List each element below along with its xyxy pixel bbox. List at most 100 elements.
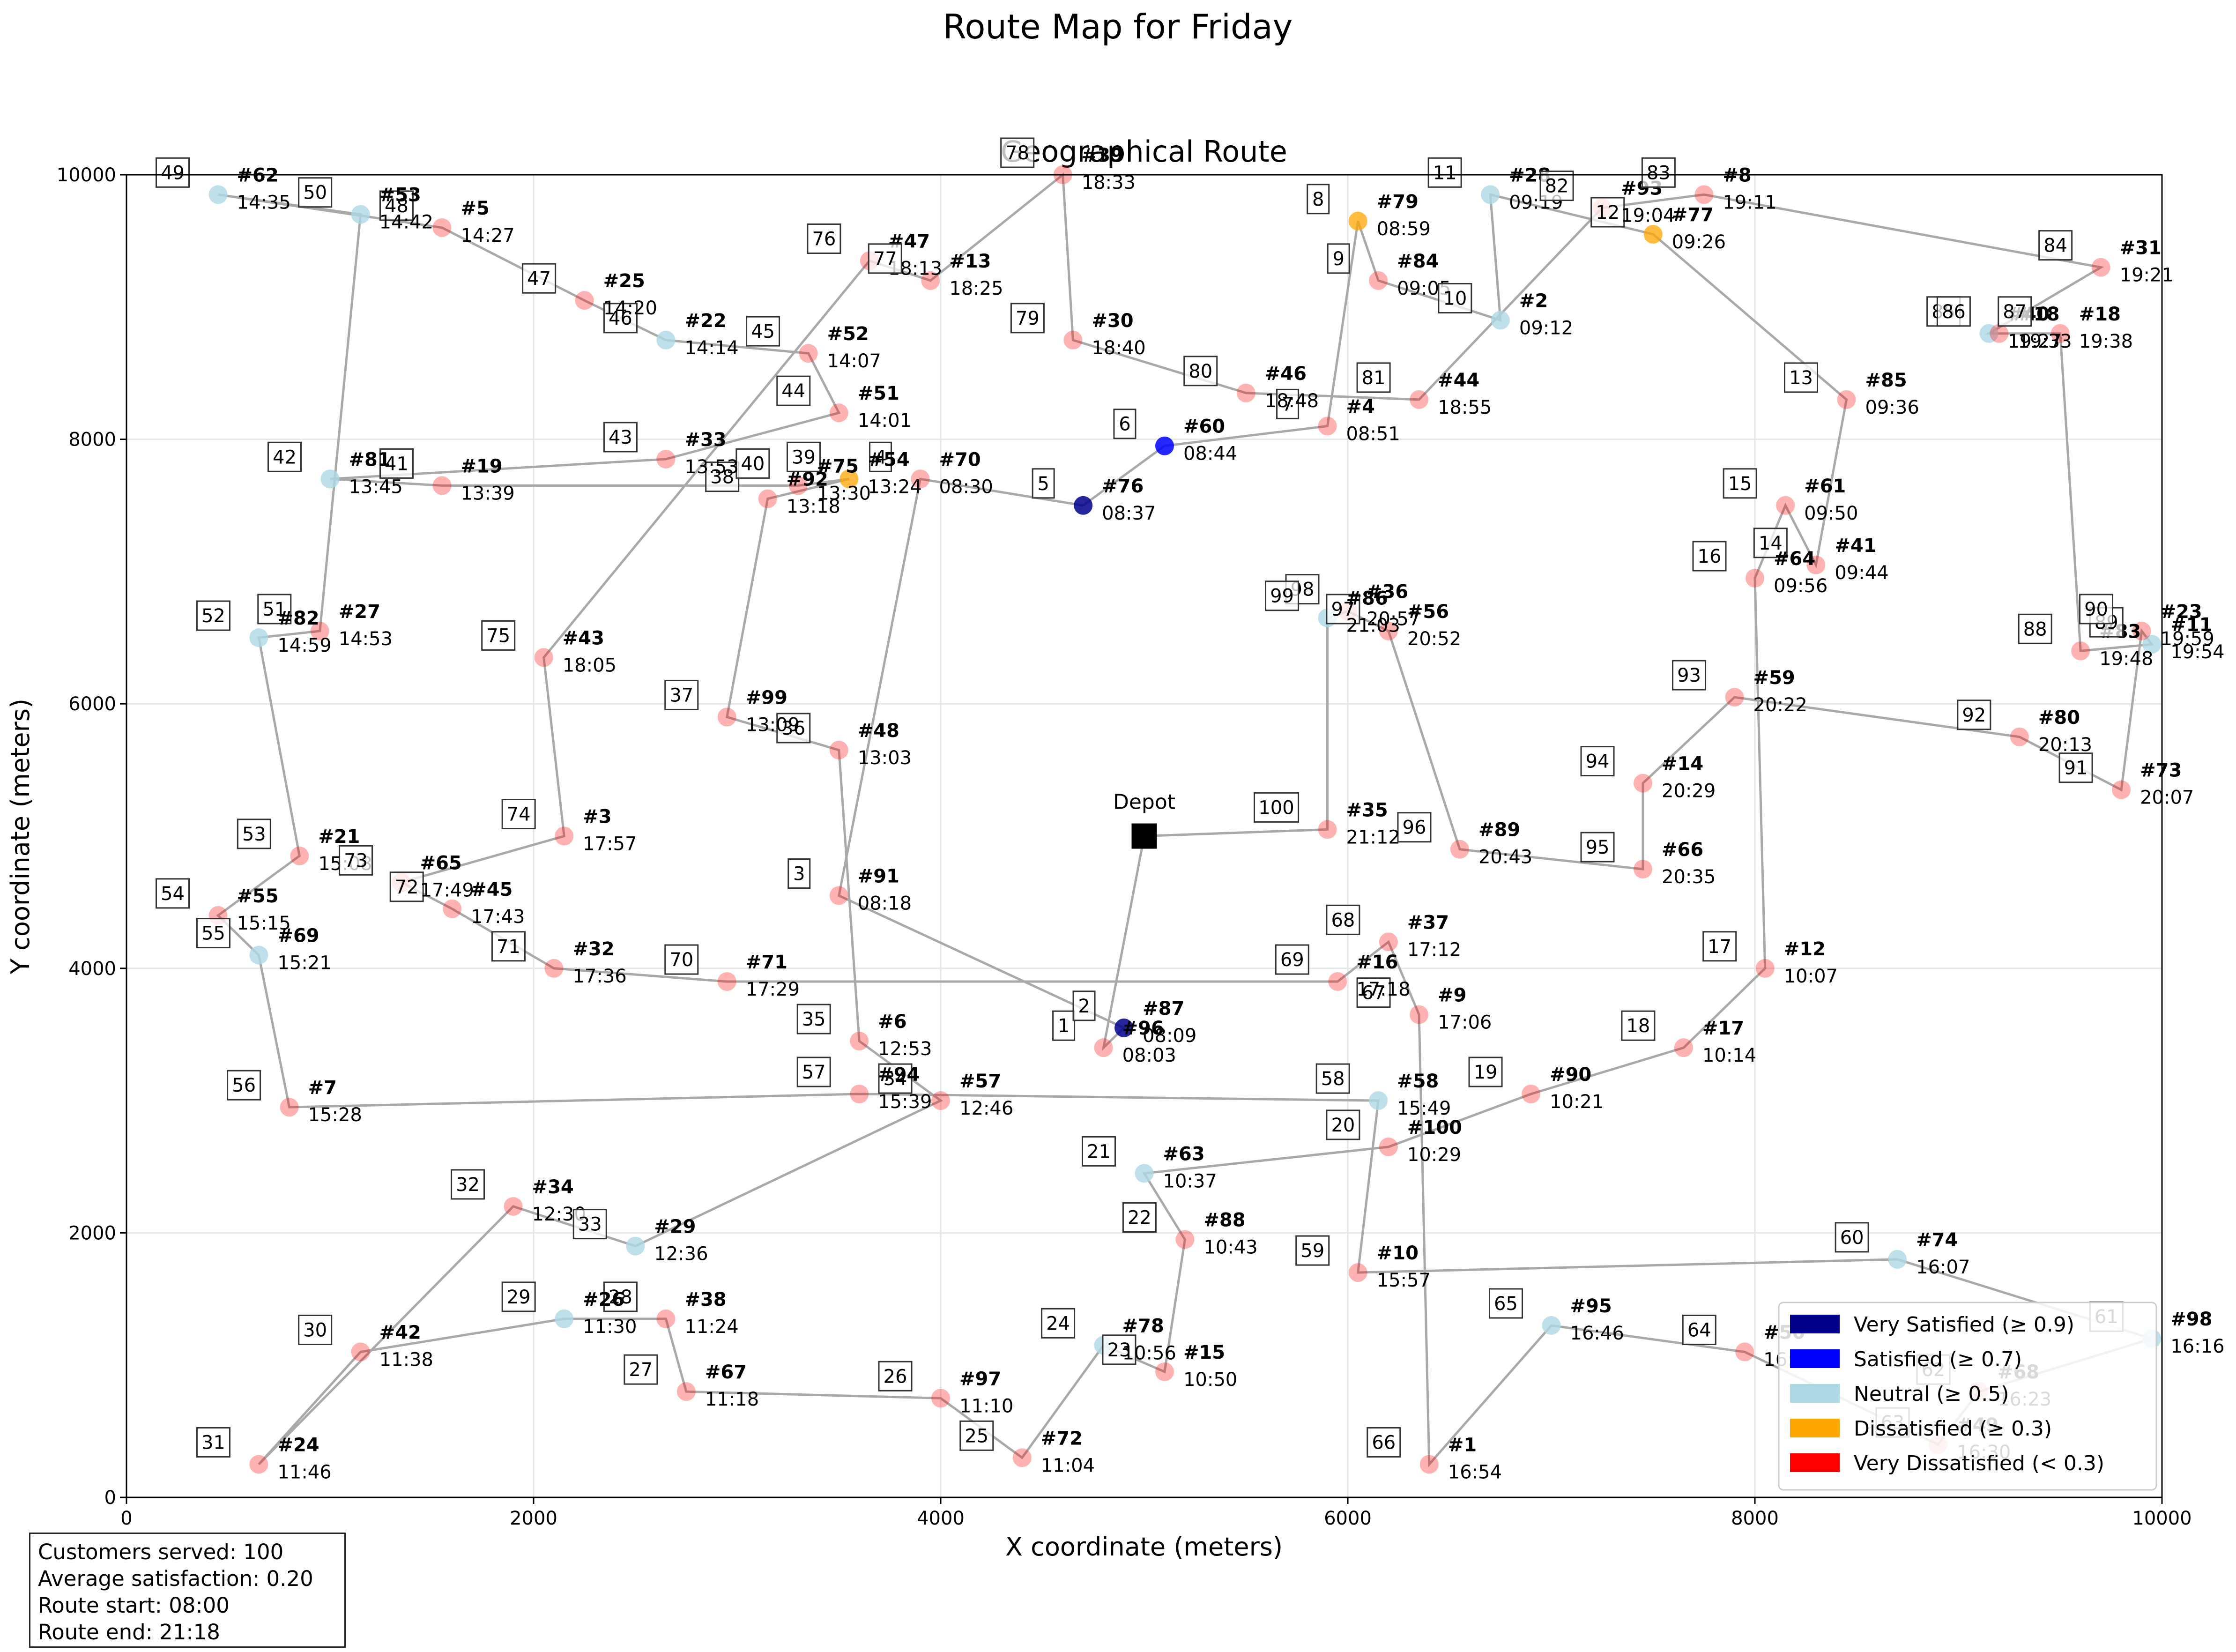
stop-sequence-box xyxy=(298,177,333,208)
customer-point-41 xyxy=(432,476,452,495)
stop-sequence-label: 59 xyxy=(1300,1240,1324,1262)
legend-swatch xyxy=(1790,1453,1840,1472)
arrival-time-label: 15:49 xyxy=(1397,1098,1451,1119)
stop-sequence-box xyxy=(1672,660,1707,691)
stop-sequence-box xyxy=(379,190,414,221)
customer-id-label: #75 xyxy=(817,455,859,477)
customer-point-2 xyxy=(1114,1018,1134,1037)
stop-sequence-label: 12 xyxy=(1596,202,1619,223)
legend-swatch xyxy=(1790,1315,1840,1333)
customer-point-70 xyxy=(717,972,736,991)
arrival-time-label: 12:46 xyxy=(959,1098,1013,1119)
customer-id-label: #12 xyxy=(1784,938,1826,960)
arrival-time-label: 18:33 xyxy=(1082,172,1136,193)
stop-sequence-box xyxy=(1702,931,1737,962)
stop-sequence-label: 88 xyxy=(2023,618,2047,640)
arrival-time-label: 15:28 xyxy=(308,1104,362,1126)
stop-sequence-label: 7 xyxy=(1282,394,1293,415)
arrival-time-label: 09:56 xyxy=(1774,575,1827,597)
customer-id-label: #22 xyxy=(684,310,726,332)
stop-sequence-box xyxy=(491,931,526,962)
stop-sequence-label: 39 xyxy=(792,446,816,468)
stop-sequence-box xyxy=(339,845,373,876)
stop-sequence-label: 86 xyxy=(1942,301,1966,323)
customer-point-11 xyxy=(1481,185,1500,204)
arrival-time-label: 09:26 xyxy=(1672,231,1726,253)
arrival-time-label: 16:16 xyxy=(2170,1336,2224,1357)
customer-point-57 xyxy=(850,1084,869,1103)
arrival-time-label: 13:39 xyxy=(461,483,514,504)
stop-sequence-box xyxy=(1327,243,1350,274)
arrival-time-label: 15:57 xyxy=(1377,1270,1431,1291)
stop-sequence-box xyxy=(1265,580,1300,611)
customer-id-label: #91 xyxy=(858,866,899,887)
customer-point-6 xyxy=(1155,436,1174,455)
customer-id-label: #58 xyxy=(1397,1071,1439,1092)
arrival-time-label: 08:18 xyxy=(858,893,912,915)
customer-id-label: #41 xyxy=(1835,535,1876,557)
stop-sequence-label: 95 xyxy=(1586,837,1610,858)
stop-sequence-box xyxy=(705,461,740,492)
stop-sequence-box xyxy=(1723,468,1757,499)
customer-point-53 xyxy=(290,846,309,865)
stop-sequence-label: 6 xyxy=(1119,414,1130,435)
customer-point-43 xyxy=(656,449,676,469)
stop-sequence-label: 76 xyxy=(812,228,836,250)
chart-title: Geographical Route xyxy=(1001,134,1287,169)
customer-id-label: #78 xyxy=(1122,1315,1164,1337)
stop-sequence-label: 78 xyxy=(1005,142,1029,164)
stop-sequence-label: 71 xyxy=(497,936,520,958)
customer-point-38 xyxy=(758,489,777,508)
stop-sequence-box xyxy=(1489,1288,1523,1319)
stop-sequence-box xyxy=(603,303,638,334)
customer-id-label: #44 xyxy=(1438,370,1479,391)
stop-sequence-box xyxy=(2038,230,2073,261)
arrival-time-label: 18:25 xyxy=(949,278,1003,299)
stop-sequence-label: 91 xyxy=(2064,758,2088,779)
stop-sequence-label: 81 xyxy=(1362,367,1386,389)
customer-id-label: #71 xyxy=(746,952,787,973)
stop-sequence-label: 72 xyxy=(395,877,419,898)
customer-point-88 xyxy=(2071,641,2090,661)
arrival-time-label: 09:36 xyxy=(1865,397,1919,418)
stop-sequence-label: 40 xyxy=(741,453,765,475)
customer-point-80 xyxy=(1236,383,1255,402)
customer-point-7 xyxy=(1318,417,1337,436)
customer-id-label: #64 xyxy=(1774,548,1815,570)
stop-sequence-box xyxy=(227,1070,261,1101)
arrival-time-label: 14:27 xyxy=(461,225,514,246)
stop-sequence-box xyxy=(2058,752,2093,783)
stop-sequence-box xyxy=(664,679,699,710)
customer-point-1 xyxy=(1094,1038,1113,1057)
stop-sequence-box xyxy=(1122,1202,1157,1233)
customer-id-label: #34 xyxy=(532,1176,574,1198)
stop-sequence-box xyxy=(379,448,414,479)
stop-sequence-box xyxy=(1682,1314,1716,1345)
stop-sequence-label: 57 xyxy=(802,1062,826,1083)
customer-point-68 xyxy=(1379,932,1398,952)
customer-id-label: #53 xyxy=(379,185,421,206)
arrival-time-label: 17:36 xyxy=(572,966,626,987)
customer-id-label: #48 xyxy=(858,720,899,742)
customer-point-19 xyxy=(1522,1084,1541,1103)
customer-id-label: #38 xyxy=(684,1289,726,1310)
customer-point-50 xyxy=(351,205,370,224)
stop-sequence-label: 52 xyxy=(201,605,225,627)
stop-sequence-box xyxy=(1102,1334,1137,1365)
customer-point-49 xyxy=(208,185,228,204)
stop-sequence-label: 34 xyxy=(884,1068,907,1090)
arrival-time-label: 10:37 xyxy=(1163,1170,1217,1192)
figure-suptitle: Route Map for Friday xyxy=(943,7,1293,46)
customer-id-label: #21 xyxy=(318,826,360,848)
depot-label: Depot xyxy=(1113,790,1175,814)
arrival-time-label: 11:30 xyxy=(583,1316,637,1338)
arrival-time-label: 19:27 xyxy=(2008,331,2062,352)
x-tick-label: 4000 xyxy=(917,1508,965,1529)
customer-point-14 xyxy=(1806,555,1826,574)
customer-point-87 xyxy=(2050,324,2070,343)
customer-id-label: #2 xyxy=(1519,290,1548,312)
stop-sequence-box xyxy=(1254,792,1300,823)
arrival-time-label: 10:21 xyxy=(1550,1091,1604,1113)
arrival-time-label: 09:44 xyxy=(1835,562,1888,584)
stop-sequence-label: 27 xyxy=(629,1359,653,1381)
